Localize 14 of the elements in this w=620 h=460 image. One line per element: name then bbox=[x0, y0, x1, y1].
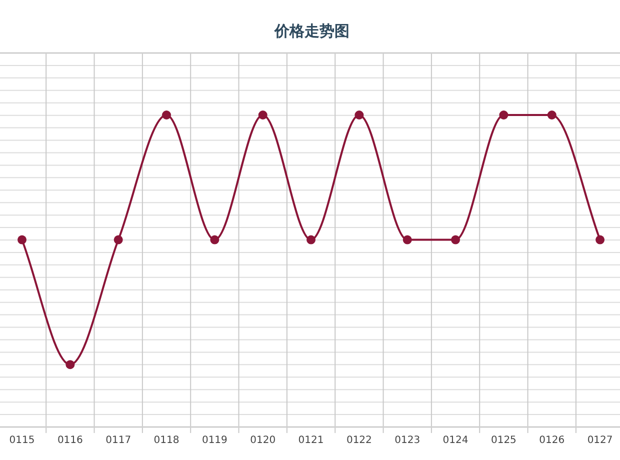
x-tick-label: 0116 bbox=[57, 435, 83, 446]
x-tick-label: 0115 bbox=[9, 435, 35, 446]
x-tick-label: 0120 bbox=[250, 435, 276, 446]
chart-title: 价格走势图 bbox=[274, 22, 350, 40]
x-tick-label: 0122 bbox=[346, 435, 372, 446]
x-tick-label: 0123 bbox=[394, 435, 420, 446]
x-tick-label: 0127 bbox=[587, 435, 613, 446]
x-tick-label: 0117 bbox=[106, 435, 132, 446]
x-tick-label: 0124 bbox=[442, 435, 468, 446]
x-tick-label: 0126 bbox=[539, 435, 565, 446]
x-tick-label: 0119 bbox=[202, 435, 228, 446]
x-tick-label: 0125 bbox=[490, 435, 516, 446]
x-tick-label: 0118 bbox=[154, 435, 180, 446]
x-tick-label: 0121 bbox=[298, 435, 324, 446]
